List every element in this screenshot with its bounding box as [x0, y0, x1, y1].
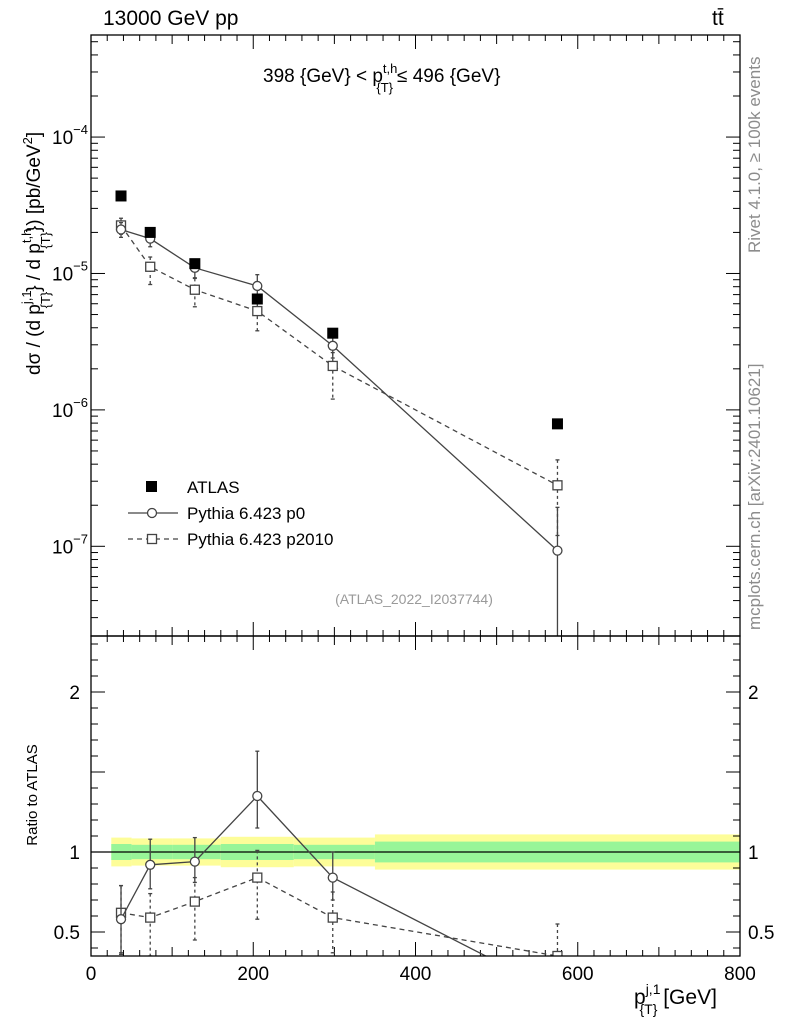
- legend-marker-p0: [146, 507, 158, 519]
- rivet-side-label: Rivet 4.1.0, ≥ 100k events: [745, 57, 764, 253]
- x-tick-label: 200: [237, 964, 269, 985]
- x-axis-label: pj,1 {T} [GeV]: [634, 981, 717, 1017]
- ratio-y-tick-label-left: 0.5: [54, 923, 80, 944]
- main-atlas-point: [551, 418, 563, 430]
- x-tick-label: 400: [400, 964, 432, 985]
- main-y-tick-exponent: −7: [73, 531, 88, 546]
- legend-label-p2010: Pythia 6.423 p2010: [187, 530, 334, 549]
- ratio-y-tick-label-right: 0.5: [748, 923, 774, 944]
- main-panel-title: 398 {GeV} < pt,h {T}≤ 496 {GeV}: [263, 61, 500, 95]
- ratio-series: [115, 750, 563, 997]
- header-right-label: tt̄: [712, 7, 724, 30]
- main-p2010-marker: [252, 305, 263, 317]
- x-tick-label: 0: [86, 964, 97, 985]
- legend-label-p0: Pythia 6.423 p0: [187, 504, 305, 523]
- main-p2010-marker: [552, 480, 563, 491]
- main-y-tick-label: 10−7: [52, 531, 88, 558]
- ratio-y-tick-label-right: 1: [748, 843, 759, 864]
- header-left-label: 13000 GeV pp: [103, 7, 238, 30]
- ratio-p2010-line: [120, 876, 558, 956]
- main-p2010-marker: [327, 360, 338, 372]
- ratio-panel-frame: [90, 635, 741, 957]
- main-y-axis-label: dσ / (d pj,1 {T}} / d pt,h {T}}) [pb/GeV2]: [19, 132, 53, 375]
- main-atlas-point: [144, 226, 156, 238]
- ratio-p2010-marker: [145, 912, 156, 923]
- main-p2010-marker: [145, 261, 156, 272]
- ratio-p0-marker: [553, 988, 562, 997]
- tick-labels: 0 200 400 600 800 10−4 10−5 10−6 10−7 0.5 0.5 1 1 2 2: [52, 122, 774, 985]
- mcplots-side-label: mcplots.cern.ch [arXiv:2401.10621]: [745, 364, 764, 630]
- legend-label-atlas: ATLAS: [187, 478, 240, 497]
- axis-ticks: [90, 35, 741, 956]
- main-p0-marker: [115, 224, 127, 235]
- legend-marker-p2010: [146, 533, 158, 545]
- ratio-p0-marker: [189, 856, 200, 867]
- main-atlas-point: [251, 293, 263, 305]
- ratio-p0-line: [120, 795, 488, 956]
- legend: ATLAS Pythia 6.423 p0 Pythia 6.423 p2010: [128, 478, 334, 549]
- ratio-p0-marker: [252, 790, 263, 802]
- main-p2010-marker: [189, 284, 200, 295]
- ratio-p0-marker: [115, 914, 127, 925]
- main-p0-marker: [552, 545, 563, 556]
- ratio-uncertainty-bands: [91, 834, 740, 870]
- main-y-tick-exponent: −5: [73, 258, 88, 273]
- main-y-tick-label: 10−5: [52, 258, 88, 285]
- ratio-p2010-marker: [327, 912, 338, 923]
- ratio-p0-marker: [145, 859, 156, 870]
- main-y-tick-label: 10−4: [52, 122, 88, 149]
- ratio-y-tick-label-right: 2: [748, 683, 759, 704]
- ratio-y-axis-label: Ratio to ATLAS: [24, 744, 41, 845]
- x-tick-label: 600: [562, 964, 594, 985]
- main-p0-marker: [327, 340, 338, 351]
- ratio-y-tick-label-left: 1: [69, 843, 80, 864]
- main-p0-marker: [252, 280, 263, 292]
- main-y-tick-exponent: −6: [73, 395, 88, 410]
- analysis-reference: (ATLAS_2022_I2037744): [335, 591, 493, 607]
- main-p0-line: [120, 228, 558, 552]
- main-y-tick-label: 10−6: [52, 395, 88, 422]
- ratio-y-tick-label-left: 2: [69, 683, 80, 704]
- main-atlas-point: [115, 190, 127, 202]
- main-y-tick-exponent: −4: [73, 122, 88, 137]
- x-tick-label: 800: [724, 964, 756, 985]
- ratio-p2010-marker: [552, 950, 563, 956]
- legend-marker-atlas: [146, 481, 157, 492]
- main-atlas-point: [327, 327, 339, 339]
- main-series: [115, 190, 563, 636]
- ratio-p0-marker: [327, 872, 338, 883]
- main-p2010-line: [120, 225, 558, 486]
- main-atlas-point: [189, 258, 201, 270]
- ratio-p2010-marker: [189, 896, 200, 907]
- ratio-p2010-marker: [252, 872, 263, 883]
